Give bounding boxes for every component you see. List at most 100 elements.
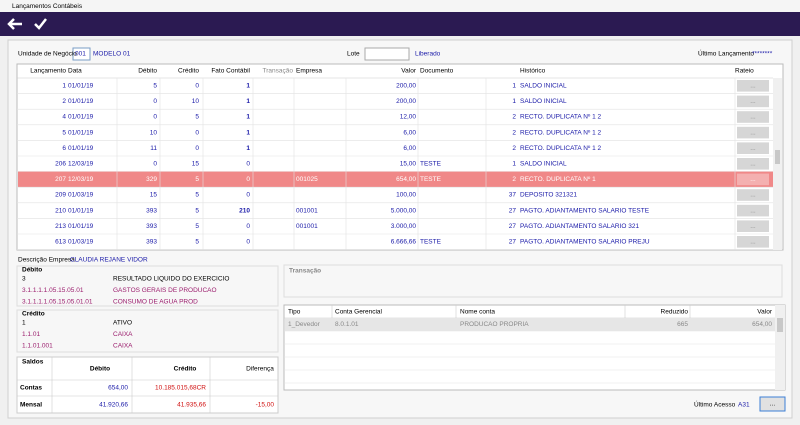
column-header: Histórico [520,68,546,75]
cell-fato: 0 [246,223,250,230]
rateio-button[interactable] [737,189,769,201]
cell-lancamento: 210 [55,207,66,214]
cell-lancamento: 1 [62,83,66,90]
cell-historico-cod: 1 [512,98,516,105]
row-label: Mensal [20,402,42,409]
toolbar [0,12,800,36]
cell-fato: 1 [246,129,250,136]
cell-valor: 654,00 [396,176,416,183]
cell-credito: 5 [195,192,199,199]
cell-data: 01/01/19 [68,114,94,121]
saldo-credito: 41.935,66 [177,402,206,409]
cell-credito: 5 [195,176,199,183]
cell-debito: 5 [153,83,157,90]
saldo-debito: 654,00 [108,385,128,392]
cell-debito: 0 [153,114,157,121]
rateio-button-label: ... [750,192,756,199]
cell-credito: 5 [195,239,199,246]
account-code: 3.1.1.1.1.05.15.05.01.01 [22,299,93,306]
cell-credito: 0 [195,83,199,90]
rateio-button-label: ... [750,114,756,121]
ultimo-value: ******** [752,51,773,58]
footer-button[interactable] [759,396,786,412]
unidade-input[interactable] [72,47,91,61]
footer-button-label: ... [770,401,776,408]
confirm-button[interactable] [34,18,47,30]
rateio-button[interactable] [737,111,769,123]
cell-debito: 393 [146,207,157,214]
transacao-scrollbar[interactable] [775,305,785,390]
scroll-thumb[interactable] [777,318,783,332]
cell-valor: 100,00 [396,192,416,199]
cell-valor: 12,00 [400,114,417,121]
cell-empresa: 001001 [296,223,318,230]
cell-lancamento: 5 [62,129,66,136]
cell-valor: 200,00 [396,83,416,90]
rateio-button[interactable] [737,236,769,248]
title-bar [0,0,800,12]
scroll-thumb[interactable] [775,150,780,164]
cell-fato: 1 [246,98,250,105]
account-code: 1 [22,320,26,327]
back-button[interactable] [7,18,22,30]
cell-credito: 0 [195,145,199,152]
cell-lancamento: 6 [62,145,66,152]
rateio-button[interactable] [737,80,769,92]
cell-historico-cod: 2 [512,114,516,121]
rateio-button[interactable] [737,95,769,108]
account-code: 1.1.01.001 [22,343,53,350]
cell-historico-cod: 2 [512,176,516,183]
debito-box [16,265,279,307]
cell-valor: 3.000,00 [391,223,417,230]
cell-documento: TESTE [420,161,442,168]
cell-lancamento: 207 [55,176,66,183]
cell-fato: 0 [246,161,250,168]
rateio-button[interactable] [737,173,769,186]
saldos-table [16,356,279,414]
cell-lancamento: 4 [62,114,66,121]
cell-historico: PAGTO. ADIANTAMENTO SALARIO PREJU [520,239,650,246]
window-title: Lançamentos Contábeis [12,3,83,10]
cell-historico-cod: 27 [509,207,517,214]
cell-data: 01/01/19 [68,129,94,136]
cell-historico: SALDO INICIAL [520,161,567,168]
rateio-button[interactable] [737,142,769,154]
rateio-button[interactable] [737,220,769,232]
rateio-button[interactable] [737,126,769,139]
cell-historico-cod: 1 [512,161,516,168]
section-title: Transação [289,268,321,275]
cell-lancamento: 206 [55,161,66,168]
saldo-credito: 10.185.015,68CR [155,385,206,392]
cell-historico-cod: 2 [512,129,516,136]
rateio-button-label: ... [750,161,756,168]
rateio-button[interactable] [737,204,769,217]
column-header: Diferença [246,366,274,373]
cell-lancamento: 213 [55,223,66,230]
cell-data: 01/01/19 [68,223,94,230]
selected-row [18,171,773,188]
cell-historico: PAGTO. ADIANTAMENTO SALARIO TESTE [520,207,650,214]
empresa-value: CLAUDIA REJANE VIDOR [70,257,148,264]
cell: 654,00 [752,321,772,328]
cell-historico-cod: 2 [512,145,516,152]
account-code: 1.1.01 [22,331,40,338]
saldo-debito: 41.920,66 [99,402,128,409]
cell-documento: TESTE [420,239,442,246]
cell-credito: 5 [195,114,199,121]
cell-fato: 0 [246,192,250,199]
rateio-button-label: ... [750,223,756,230]
unidade-code: 001 [75,51,86,58]
cell-data: 01/03/19 [68,239,94,246]
cell-credito: 10 [192,98,200,105]
rateio-button[interactable] [737,158,769,170]
lote-input[interactable] [364,47,410,61]
column-header: Conta Gerencial [335,309,383,316]
cell-valor: 6,00 [403,129,416,136]
unidade-name: MODELO 01 [93,51,131,58]
cell-credito: 15 [192,161,200,168]
section-title: Crédito [22,311,45,318]
transacao-box [283,264,783,298]
footer-value: A31 [738,402,750,409]
column-header: Crédito [174,366,197,373]
